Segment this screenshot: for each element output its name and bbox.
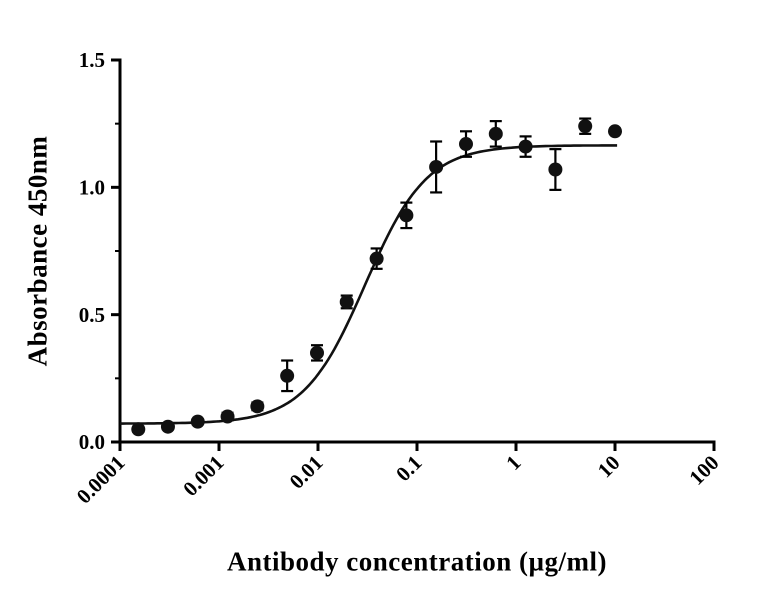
data-point: [518, 139, 533, 154]
data-point: [280, 368, 295, 383]
x-axis-title: Antibody concentration (µg/ml): [226, 546, 608, 577]
x-tick-label: 0.1: [391, 451, 427, 487]
fit-curve: [120, 144, 618, 425]
axis-frame: [118, 58, 716, 444]
y-tick-label: 0.0: [79, 430, 105, 454]
data-point: [429, 159, 444, 174]
x-tick-label: 1: [501, 451, 525, 475]
x-tick-label: 10: [593, 451, 625, 483]
data-point: [131, 422, 146, 437]
y-tick-label: 1.0: [79, 175, 105, 199]
data-point: [608, 124, 622, 139]
data-point: [220, 409, 235, 424]
x-tick-label: 100: [684, 451, 723, 490]
data-point: [458, 137, 473, 152]
x-tick-label: 0.0001: [72, 451, 130, 509]
data-point: [339, 294, 354, 309]
y-tick-label: 1.5: [79, 48, 105, 72]
data-point: [160, 419, 175, 434]
data-point: [190, 414, 205, 429]
data-point: [548, 162, 563, 177]
data-point: [399, 208, 414, 223]
y-tick-label: 0.5: [79, 303, 105, 327]
data-point: [578, 119, 593, 134]
x-tick-label: 0.001: [178, 451, 228, 501]
y-axis-title: Absorbance 450nm: [22, 135, 53, 367]
x-tick-label: 0.01: [285, 451, 328, 494]
data-point: [369, 251, 384, 266]
data-point: [250, 399, 265, 414]
data-point: [488, 126, 503, 141]
data-point: [309, 345, 324, 360]
